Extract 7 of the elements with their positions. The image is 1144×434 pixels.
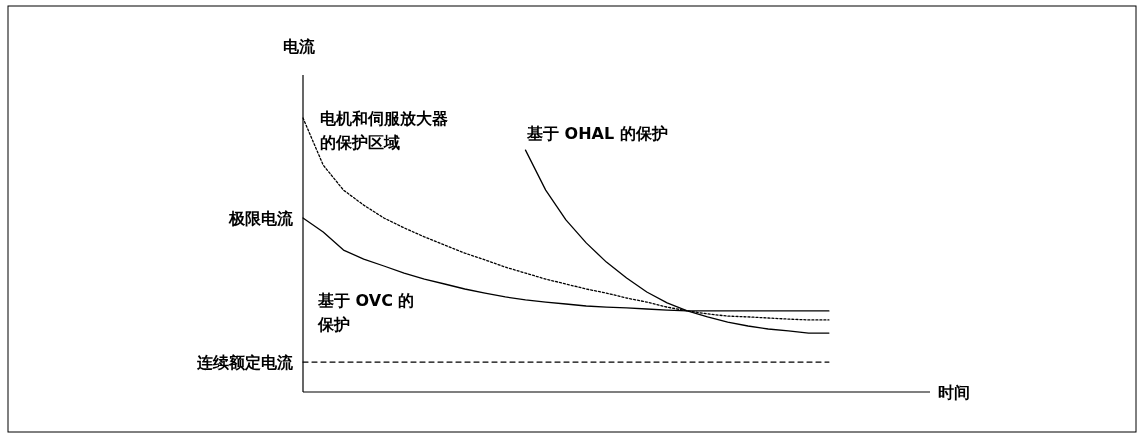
series-label: 基于 OHAL 的保护: [526, 124, 668, 143]
y-axis-title: 电流: [283, 37, 316, 56]
series-label: 连续额定电流: [196, 353, 294, 373]
series-label: 电机和伺服放大器的保护区域: [320, 109, 448, 152]
series-label: 基于 OVC 的保护: [317, 291, 415, 334]
text: 极限电流: [228, 209, 294, 228]
x-axis-title: 时间: [938, 383, 970, 402]
